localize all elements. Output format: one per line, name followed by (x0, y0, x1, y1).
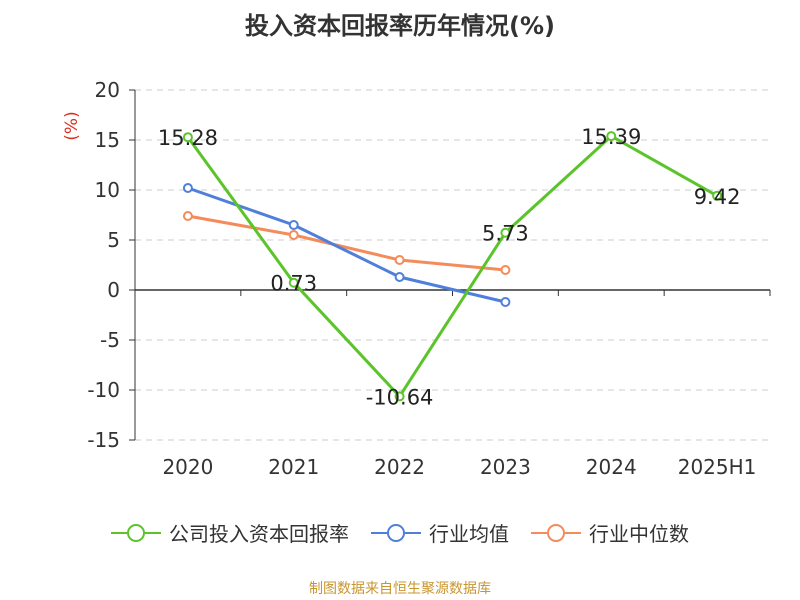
grid-layer (135, 89, 770, 441)
series-line (186, 134, 718, 398)
chart-title: 投入资本回报率历年情况(%) (245, 12, 555, 40)
data-point (500, 297, 511, 307)
y-tick-label: -15 (87, 428, 120, 452)
x-tick-label: 2025H1 (678, 455, 757, 479)
x-tick-label: 2020 (162, 455, 213, 479)
data-point (394, 272, 405, 282)
data-point (182, 183, 193, 193)
data-point (288, 277, 299, 288)
legend-item[interactable]: 公司投入资本回报率 (111, 518, 349, 547)
data-point (394, 255, 405, 265)
y-tick-label: 0 (107, 278, 120, 302)
legend-label: 行业中位数 (589, 522, 689, 546)
data-label: 0.73 (270, 272, 317, 296)
y-tick-label: 5 (107, 228, 120, 252)
y-tick-label: 15 (95, 128, 120, 152)
data-point (288, 220, 299, 230)
source-note: 制图数据来自恒生聚源数据库 (309, 581, 491, 597)
x-tick-label: 2021 (268, 455, 319, 479)
axis-layer: 20 15 10 5 0 -5 -10 -15 (%) 2020 2021 2022 2023 2024 2… (62, 78, 771, 479)
series-line (187, 214, 506, 272)
legend-item[interactable]: 行业中位数 (531, 518, 689, 547)
data-label: 5.73 (482, 222, 529, 246)
legend-marker-icon (111, 523, 161, 542)
data-label: 15.39 (581, 125, 641, 149)
data-label: 9.42 (694, 185, 741, 209)
y-tick-label: 10 (95, 178, 120, 202)
legend-marker-icon (531, 523, 581, 542)
data-point (500, 227, 511, 238)
data-point (394, 391, 405, 402)
legend-label: 公司投入资本回报率 (169, 522, 349, 546)
data-point (182, 132, 193, 143)
x-tick-label: 2024 (586, 455, 637, 479)
legend-marker-icon (371, 523, 421, 542)
data-label: 15.28 (158, 126, 218, 150)
legend-item[interactable]: 行业均值 (371, 518, 509, 547)
y-axis-unit-label: (%) (62, 111, 82, 140)
legend: 公司投入资本回报率 行业均值 行业中位数 (0, 518, 800, 547)
y-tick-label: 20 (95, 78, 120, 102)
series-line (187, 186, 506, 304)
data-label: -10.64 (366, 385, 434, 409)
data-point (500, 265, 511, 275)
data-label-layer: 15.28 0.73 -10.64 5.73 15.39 9.42 (158, 125, 741, 409)
legend-label: 行业均值 (429, 522, 509, 546)
series-layer (182, 131, 723, 402)
data-point (288, 230, 299, 240)
y-tick-label: -5 (100, 328, 120, 352)
y-tick-label: -10 (87, 378, 120, 402)
x-tick-label: 2023 (480, 455, 531, 479)
x-tick-label: 2022 (374, 455, 425, 479)
data-point (712, 190, 723, 201)
data-point (182, 211, 193, 221)
data-point (606, 131, 617, 142)
